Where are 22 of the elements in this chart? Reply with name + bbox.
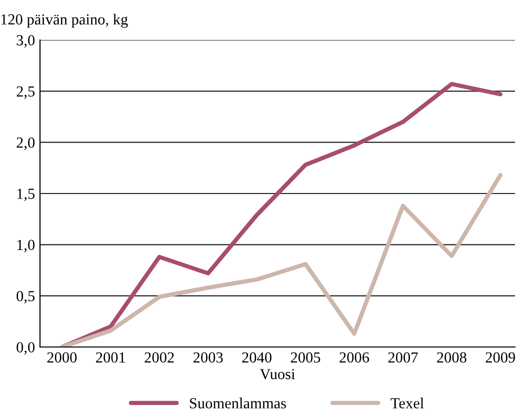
y-axis-title: 120 päivän paino, kg: [1, 14, 128, 28]
y-tick-label: 2,0: [16, 137, 35, 150]
x-axis-title: Vuosi: [260, 368, 295, 380]
x-tick-label: 2040: [242, 352, 272, 363]
x-tick-label: 2005: [290, 352, 320, 363]
y-tick-label: 1,5: [17, 188, 35, 202]
x-tick-label: 2001: [96, 352, 125, 363]
y-tick-label: 1,0: [17, 240, 35, 252]
y-tick-label: 0,0: [16, 342, 35, 355]
x-tick-label: 2003: [193, 352, 223, 363]
y-tick-label: 0,5: [16, 290, 35, 304]
y-tick-label: 3,0: [16, 35, 35, 48]
legend-label: Texel: [390, 398, 424, 408]
y-tick-label: 2,5: [16, 86, 35, 99]
x-tick-label: 2006: [340, 352, 370, 363]
x-tick-label: 2002: [144, 352, 174, 363]
x-tick-label: 2008: [437, 352, 466, 363]
x-tick-label: 2007: [388, 352, 418, 363]
x-tick-label: 2009: [486, 352, 516, 363]
x-tick-label: 2000: [47, 352, 77, 363]
legend-label: Suomenlammas: [190, 398, 286, 408]
line-series: [60, 172, 502, 347]
